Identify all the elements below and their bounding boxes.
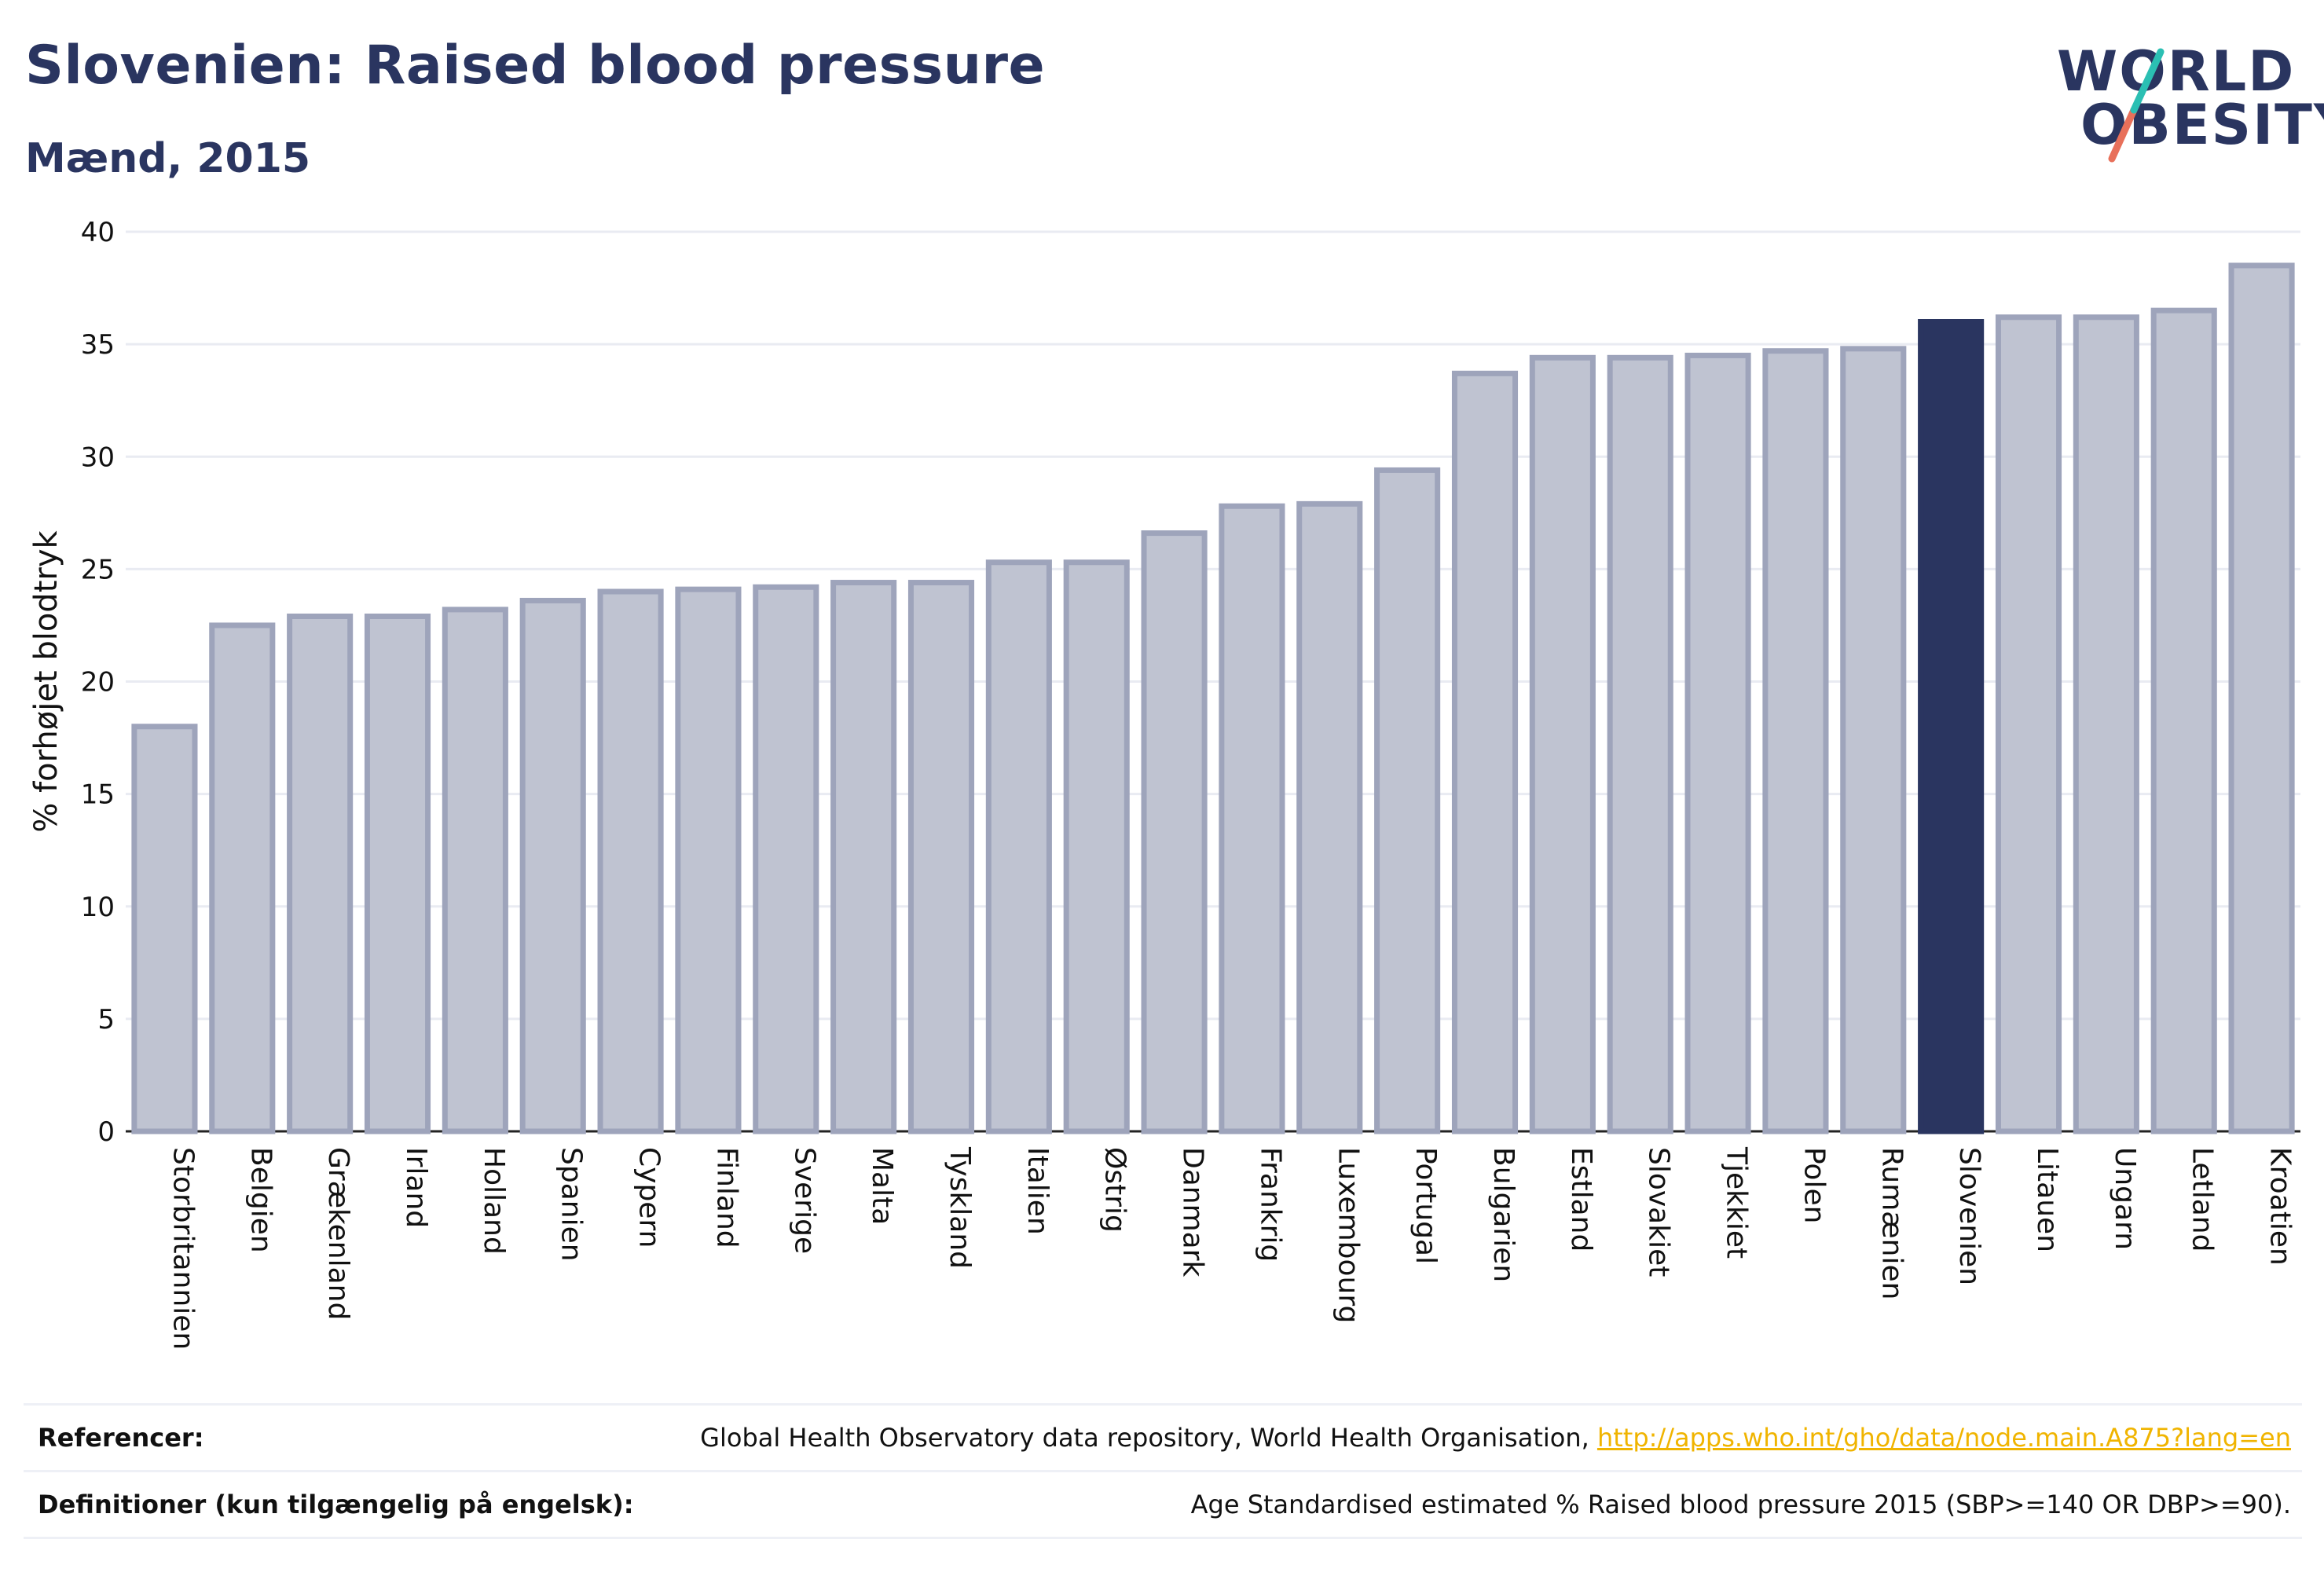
x-tick-label: Letland [2187,1147,2219,1252]
bar-tyskland [907,580,975,1134]
bar-grækenland [287,613,354,1134]
chart-title: Slovenien: Raised blood pressure [25,35,1046,97]
x-axis-labels: Storbritannien Belgien Grækenland Irland Hol… [167,1146,2296,1350]
x-tick-label: Slovenien [1953,1147,1985,1285]
y-tick-label: 30 [81,442,115,473]
bar-portugal [1374,467,1441,1134]
bar-chart: 0 5 10 15 20 25 30 35 40 Storbritannien Belgien Gr… [28,217,2300,1350]
y-tick-label: 25 [81,554,115,585]
x-tick-label: Danmark [1177,1147,1209,1277]
x-tick-label: Kroatien [2264,1147,2297,1266]
x-tick-label: Storbritannien [167,1147,199,1350]
definitions-label: Definitioner (kun tilgængelig på engelsk… [38,1490,634,1519]
bars [131,262,2295,1134]
bar-spanien [519,597,586,1134]
references-link[interactable]: http://apps.who.int/gho/data/node.main.A… [1596,1423,2291,1453]
bar-storbritannien [131,724,198,1134]
x-tick-label: Sverige [788,1147,820,1254]
bar-frankrig [1219,503,1285,1134]
y-tick-label: 0 [97,1116,115,1148]
x-tick-label: Bulgarien [1487,1147,1519,1282]
logo-slash-icon [2108,48,2165,163]
world-obesity-logo: WORLD OBESITY [2043,24,2324,165]
footer: Referencer: Global Health Observatory da… [24,1403,2302,1539]
x-tick-label: Holland [478,1147,510,1255]
logo-line1: WORLD [2057,39,2296,104]
bar-belgien [209,622,276,1134]
x-tick-label: Slovakiet [1643,1147,1675,1277]
bar-polen [1762,348,1829,1134]
x-tick-label: Ungarn [2109,1147,2141,1250]
bar-kroatien [2228,262,2295,1134]
y-axis-ticks: 0 5 10 15 20 25 30 35 40 [81,217,115,1148]
bar-rumænien [1840,346,1907,1134]
x-tick-label: Tyskland [944,1146,976,1269]
y-tick-label: 10 [81,892,115,923]
bar-luxembourg [1296,500,1363,1134]
references-row: Referencer: Global Health Observatory da… [24,1403,2302,1470]
y-tick-label: 35 [81,329,115,361]
x-tick-label: Grækenland [322,1147,354,1320]
bar-italien [985,559,1052,1134]
x-tick-label: Tjekkiet [1721,1146,1753,1259]
bar-østrig [1063,559,1130,1134]
x-tick-label: Belgien [244,1147,277,1253]
bar-litauen [1995,314,2062,1134]
y-tick-label: 15 [81,779,115,811]
bar-tjekkiet [1684,352,1751,1134]
y-tick-label: 5 [97,1004,115,1035]
x-tick-label: Polen [1798,1147,1830,1223]
x-tick-label: Østrig [1099,1147,1131,1233]
y-tick-label: 40 [81,217,115,248]
x-tick-label: Cypern [633,1147,665,1248]
x-tick-label: Finland [710,1147,742,1248]
references-value: Global Health Observatory data repositor… [700,1423,2291,1453]
bar-slovakiet [1607,354,1673,1134]
bar-slovenien [1918,319,1985,1134]
chart-subtitle: Mænd, 2015 [25,135,311,182]
bar-cypern [597,588,664,1134]
bar-estland [1529,354,1596,1134]
bar-letland [2150,307,2217,1134]
y-tick-label: 20 [81,667,115,698]
definitions-text: Age Standardised estimated % Raised bloo… [1190,1490,2291,1519]
x-tick-label: Irland [400,1147,432,1228]
bar-finland [675,586,742,1134]
bar-sverige [753,584,819,1134]
x-tick-label: Rumænien [1875,1147,1908,1299]
definitions-row: Definitioner (kun tilgængelig på engelsk… [24,1470,2302,1539]
x-tick-label: Portugal [1409,1147,1442,1264]
x-tick-label: Malta [866,1147,898,1225]
x-tick-label: Spanien [555,1147,588,1262]
bar-ungarn [2073,314,2139,1134]
bar-danmark [1141,530,1208,1134]
x-tick-label: Estland [1565,1147,1597,1252]
bar-irland [364,613,431,1134]
x-tick-label: Luxembourg [1332,1147,1364,1323]
bar-malta [830,580,897,1134]
x-tick-label: Frankrig [1254,1147,1286,1262]
bar-bulgarien [1451,370,1519,1134]
x-tick-label: Litauen [2031,1147,2063,1252]
references-text: Global Health Observatory data repositor… [700,1423,1597,1453]
y-axis-label: % forhøjet blodtryk [28,530,64,833]
bar-holland [442,607,508,1134]
references-label: Referencer: [38,1423,204,1453]
x-tick-label: Italien [1021,1147,1054,1235]
